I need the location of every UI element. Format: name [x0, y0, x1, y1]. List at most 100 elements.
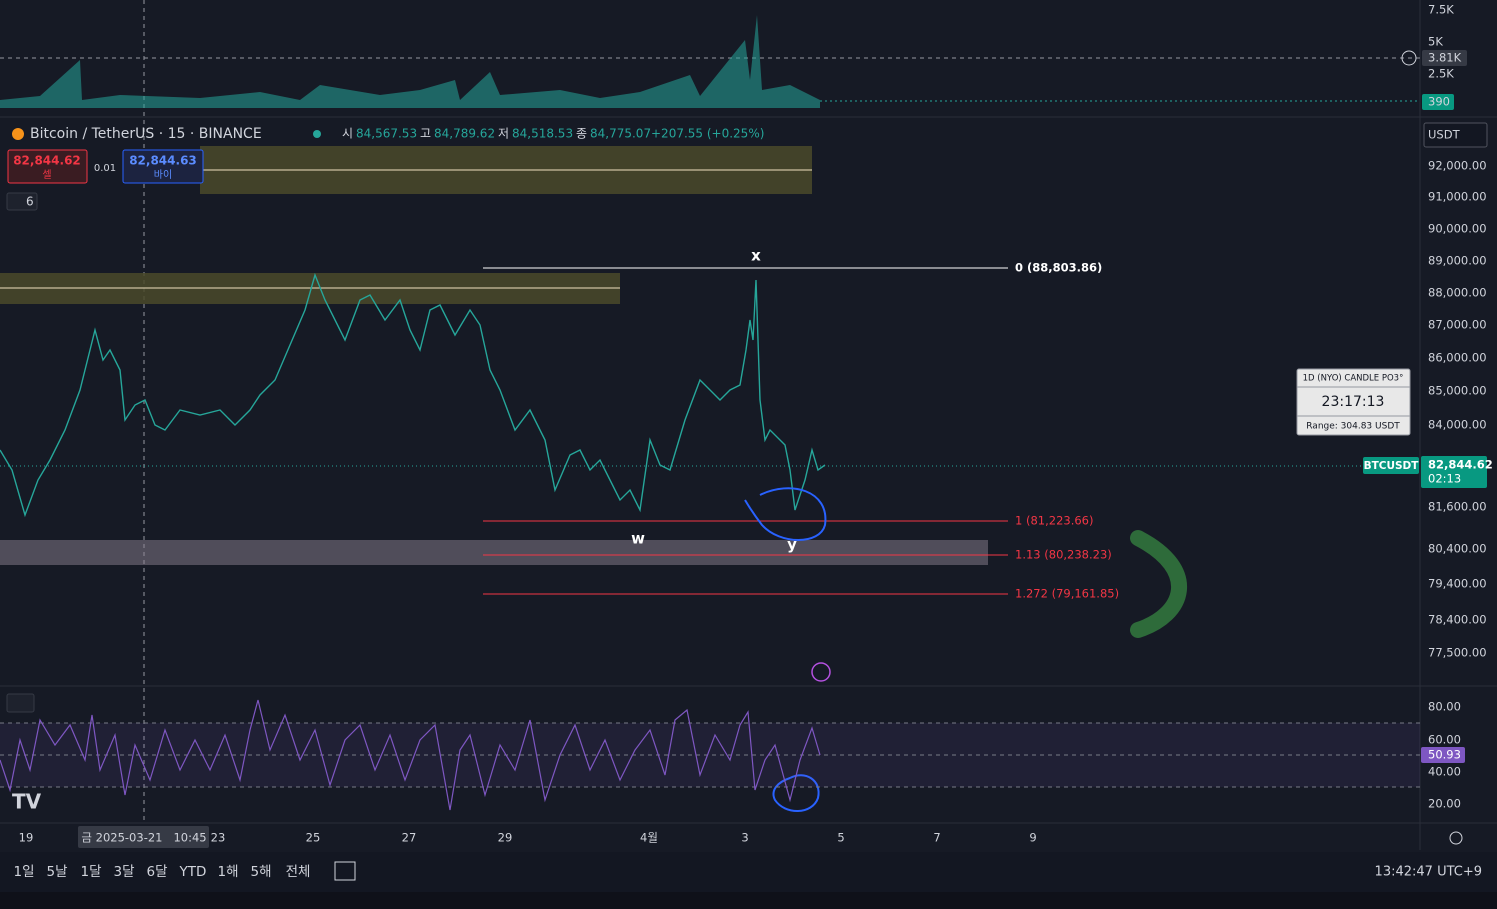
price-axis-label: 85,000.00	[1428, 384, 1487, 398]
crosshair-date: 금 2025-03-21 10:45	[81, 831, 206, 845]
time-axis-label: 3	[741, 831, 748, 845]
volume-axis-label: 5K	[1428, 35, 1443, 49]
time-axis-label: 9	[1029, 831, 1036, 845]
price-axis-label: 91,000.00	[1428, 190, 1487, 204]
range-button[interactable]: 6달	[146, 864, 167, 880]
price-tag	[1421, 456, 1487, 488]
currency-button[interactable]	[1423, 122, 1488, 148]
time-axis-label: 4월	[640, 831, 658, 845]
logo: TV	[12, 790, 42, 814]
status-dot	[313, 130, 321, 138]
range-button[interactable]: 3달	[113, 864, 134, 880]
volume-label	[1422, 94, 1454, 110]
rsi-toggle[interactable]	[6, 693, 35, 713]
fib-label: 1.13 (80,238.23)	[1015, 548, 1112, 562]
ohlc-value: 84,518.53	[512, 127, 573, 141]
price-axis-label: 86,000.00	[1428, 351, 1487, 365]
circle-annotation	[744, 487, 827, 541]
price-axis-label: 92,000.00	[1428, 159, 1487, 173]
currency: USDT	[1428, 128, 1461, 142]
price-axis-label: 88,000.00	[1428, 286, 1487, 300]
range-button[interactable]: 1달	[80, 864, 101, 880]
price-axis-label: 80,400.00	[1428, 542, 1487, 556]
buy-price: 82,844.63	[129, 154, 197, 168]
time-axis-label: 23	[211, 831, 226, 845]
indicators-toggle[interactable]	[6, 192, 38, 211]
symbol-icon	[12, 128, 24, 140]
time-axis-label: 29	[498, 831, 513, 845]
volume-crosshair-label	[1422, 50, 1467, 66]
ohlc-value: 84,789.62	[434, 127, 495, 141]
buy-label: 바이	[154, 169, 172, 181]
crosshair-date-tag	[78, 826, 209, 848]
time-axis-label: 25	[306, 831, 321, 845]
timer-range: Range: 304.83 USDT	[1306, 422, 1400, 432]
indicators-count: 6	[26, 195, 34, 209]
timer-box	[1296, 368, 1411, 436]
ohlc-label: 시	[342, 127, 353, 141]
price-axis-label: 89,000.00	[1428, 254, 1487, 268]
ohlc-label: 저	[498, 127, 509, 141]
time-axis-label: 27	[402, 831, 417, 845]
sell-price: 82,844.62	[13, 154, 81, 168]
volume-axis-label: 390	[1428, 95, 1450, 109]
ohlc-label: 종	[576, 127, 587, 141]
buy-button[interactable]	[122, 149, 204, 184]
countdown: 02:13	[1428, 472, 1461, 486]
range-button[interactable]: 1해	[217, 864, 238, 880]
last-price: 82,844.62	[1428, 458, 1493, 472]
settings-icon[interactable]	[1449, 831, 1463, 845]
range-button[interactable]: 5날	[46, 864, 67, 880]
ohlc-label: 고	[420, 127, 431, 141]
fib-label: 0 (88,803.86)	[1015, 261, 1102, 275]
rsi-axis-label: 20.00	[1428, 797, 1461, 811]
add-icon[interactable]	[1401, 50, 1417, 66]
wave-label: x	[751, 247, 761, 265]
demand-zone	[0, 540, 988, 565]
price-axis-label: 78,400.00	[1428, 613, 1487, 627]
price-axis-label: 84,000.00	[1428, 418, 1487, 432]
volume-axis-label: 2.5K	[1428, 67, 1454, 81]
price-axis-label: 90,000.00	[1428, 222, 1487, 236]
bottom-toolbar	[0, 852, 1497, 892]
timer-time: 23:17:13	[1322, 394, 1385, 410]
range-button[interactable]: 5해	[250, 864, 271, 880]
alert-icon	[811, 662, 831, 682]
volume-axis-label: 3.81K	[1428, 51, 1462, 65]
symbol: Bitcoin / TetherUS · 15 · BINANCE	[30, 126, 262, 142]
date-range-icon[interactable]	[334, 861, 356, 881]
time-axis-label: 5	[837, 831, 844, 845]
clock: 13:42:47 UTC+9	[1375, 865, 1482, 880]
price-axis-label: 79,400.00	[1428, 577, 1487, 591]
range-button[interactable]: YTD	[179, 864, 207, 880]
ohlc-value: 84,567.53	[356, 127, 417, 141]
sell-label: 셀	[42, 169, 51, 181]
symbol-tag	[1363, 457, 1419, 474]
wave-label: y	[787, 536, 797, 554]
wave-label: w	[631, 530, 645, 548]
rsi-value: 50.93	[1428, 748, 1461, 762]
last-symbol: BTCUSDT	[1364, 460, 1420, 472]
rsi-band	[0, 723, 1420, 787]
timer-title: 1D (NYO) CANDLE PO3°	[1303, 374, 1404, 384]
rsi-tag	[1421, 747, 1465, 763]
arrow-annotation	[1130, 530, 1188, 638]
rsi-axis-label: 80.00	[1428, 700, 1461, 714]
time-axis-label: 19	[19, 831, 34, 845]
fib-label: 1.272 (79,161.85)	[1015, 587, 1119, 601]
price-axis-label: 81,600.00	[1428, 500, 1487, 514]
price-axis-label: 87,000.00	[1428, 318, 1487, 332]
rsi-axis-label: 40.00	[1428, 765, 1461, 779]
time-axis-label: 7	[933, 831, 940, 845]
sell-button[interactable]	[7, 149, 88, 184]
price-axis-label: 77,500.00	[1428, 646, 1487, 660]
range-button[interactable]: 전체	[286, 864, 311, 880]
fib-label: 1 (81,223.66)	[1015, 514, 1093, 528]
range-button[interactable]: 1일	[13, 864, 34, 880]
rsi-axis-label: 60.00	[1428, 733, 1461, 747]
volume-bars	[0, 15, 820, 108]
volume-axis-label: 7.5K	[1428, 3, 1454, 17]
change: +207.55 (+0.25%)	[651, 127, 764, 141]
